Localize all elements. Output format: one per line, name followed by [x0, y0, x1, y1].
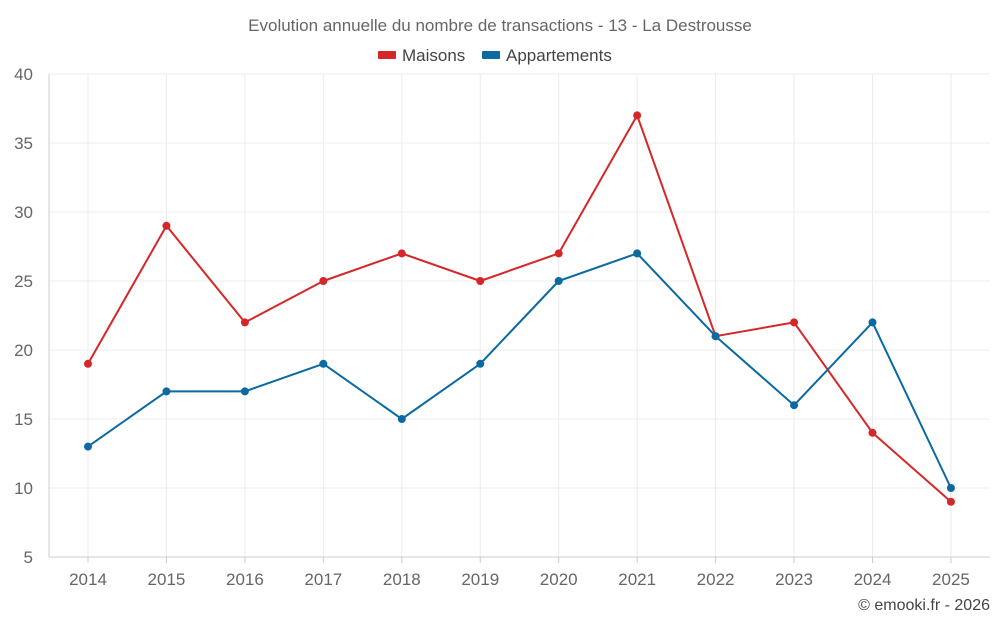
y-tick-label: 35: [14, 134, 33, 153]
series-maisons: [84, 111, 955, 506]
x-tick-label: 2014: [69, 570, 107, 589]
data-point-appartements[interactable]: [319, 359, 328, 368]
series-line-maisons: [87, 114, 952, 503]
legend: Maisons Appartements: [378, 46, 612, 65]
data-point-appartements[interactable]: [240, 387, 249, 396]
x-tick-label: 2019: [461, 570, 499, 589]
y-tick-label: 20: [14, 341, 33, 360]
data-point-appartements[interactable]: [633, 249, 642, 258]
data-point-maisons[interactable]: [868, 428, 877, 437]
chart-title: Evolution annuelle du nombre de transact…: [248, 16, 752, 35]
x-tick-label: 2025: [932, 570, 970, 589]
x-tick-label: 2018: [383, 570, 421, 589]
data-point-maisons[interactable]: [946, 497, 955, 506]
series: [84, 111, 955, 506]
y-tick-label: 40: [14, 65, 33, 84]
x-tick-label: 2021: [618, 570, 656, 589]
x-tick-label: 2016: [226, 570, 264, 589]
data-point-maisons[interactable]: [554, 249, 563, 258]
data-point-appartements[interactable]: [946, 484, 955, 492]
y-tick-label: 30: [14, 203, 33, 222]
y-tick-label: 5: [24, 548, 33, 567]
legend-swatch-appartements[interactable]: [482, 51, 500, 59]
y-tick-label: 10: [14, 479, 33, 498]
x-tick-label: 2023: [775, 570, 813, 589]
data-point-appartements[interactable]: [476, 359, 485, 368]
data-point-maisons[interactable]: [319, 277, 328, 285]
data-point-appartements[interactable]: [84, 442, 92, 451]
data-point-appartements[interactable]: [397, 415, 406, 423]
grid: [49, 73, 990, 557]
y-axis: 5 10 15 20 25 30 35 40: [14, 65, 50, 567]
x-tick-label: 2024: [854, 570, 892, 589]
data-point-maisons[interactable]: [162, 221, 171, 230]
data-point-maisons[interactable]: [240, 318, 249, 327]
data-point-maisons[interactable]: [633, 111, 642, 120]
data-point-maisons[interactable]: [476, 277, 485, 285]
x-tick-label: 2015: [148, 570, 186, 589]
data-point-appartements[interactable]: [554, 277, 563, 285]
x-tick-label: 2022: [697, 570, 735, 589]
data-point-appartements[interactable]: [711, 332, 720, 341]
data-point-maisons[interactable]: [397, 249, 406, 258]
data-point-appartements[interactable]: [162, 387, 171, 396]
x-tick-label: 2020: [540, 570, 578, 589]
legend-swatch-maisons[interactable]: [378, 51, 396, 59]
legend-label-appartements[interactable]: Appartements: [506, 46, 612, 65]
x-tick-label: 2017: [304, 570, 342, 589]
legend-label-maisons[interactable]: Maisons: [402, 46, 465, 65]
series-appartements: [84, 249, 955, 492]
x-axis: 2014 2015 2016 2017 2018 2019 2020 2021 2022 2023…: [49, 556, 990, 589]
data-point-appartements[interactable]: [790, 401, 799, 410]
data-point-maisons[interactable]: [84, 359, 92, 368]
data-point-maisons[interactable]: [790, 318, 799, 327]
y-tick-label: 25: [14, 272, 33, 291]
data-point-appartements[interactable]: [868, 318, 877, 327]
y-tick-label: 15: [14, 410, 33, 429]
credit-text: © emooki.fr - 2026: [858, 597, 990, 614]
series-line-appartements: [87, 252, 952, 489]
